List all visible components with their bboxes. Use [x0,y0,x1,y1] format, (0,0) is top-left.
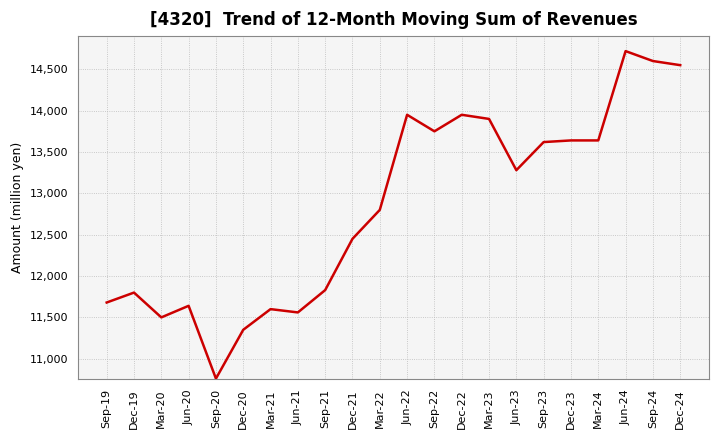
Y-axis label: Amount (million yen): Amount (million yen) [11,142,24,273]
Title: [4320]  Trend of 12-Month Moving Sum of Revenues: [4320] Trend of 12-Month Moving Sum of R… [150,11,637,29]
